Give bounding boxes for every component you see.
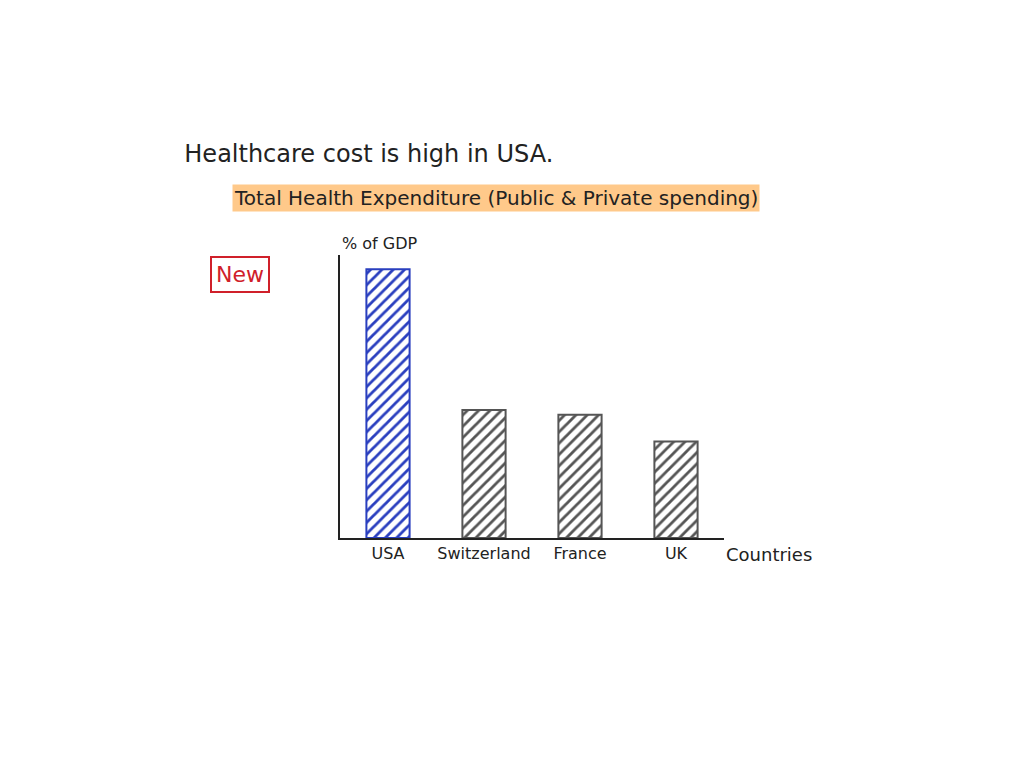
svg-text:New: New xyxy=(216,262,264,287)
svg-text:France: France xyxy=(553,544,606,563)
svg-text:Switzerland: Switzerland xyxy=(437,544,530,563)
svg-text:UK: UK xyxy=(665,544,688,563)
svg-text:Healthcare cost is high in USA: Healthcare cost is high in USA. xyxy=(184,140,553,168)
svg-text:Countries: Countries xyxy=(726,544,812,565)
svg-text:% of GDP: % of GDP xyxy=(342,234,418,253)
svg-text:USA: USA xyxy=(371,544,404,563)
svg-text:Total Health Expenditure (Publ: Total Health Expenditure (Public & Priva… xyxy=(234,186,758,210)
